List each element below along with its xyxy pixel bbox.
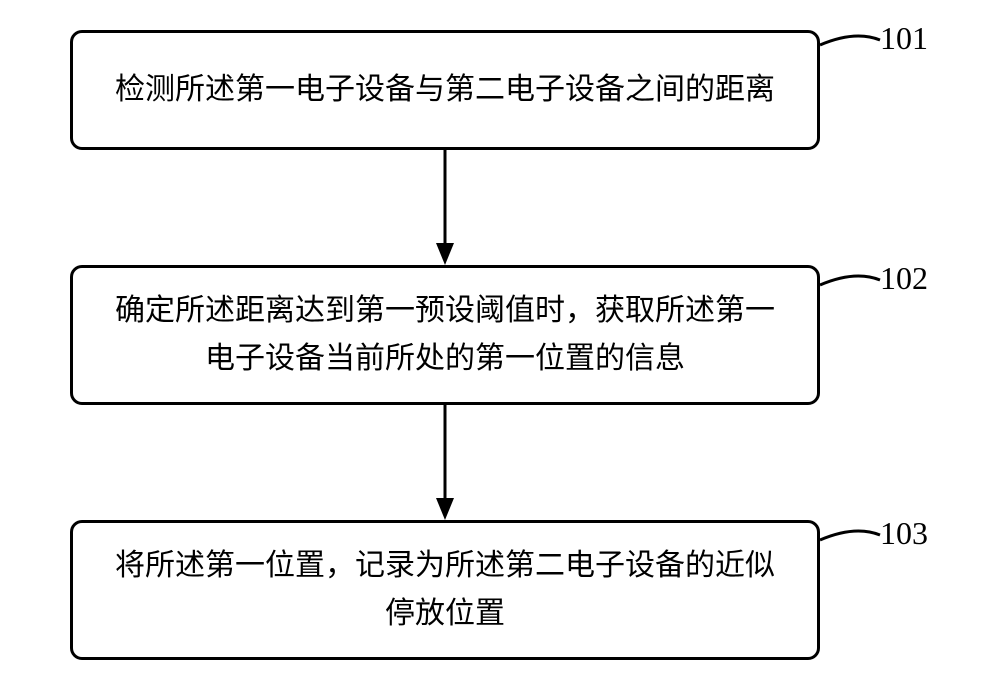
flow-arrow (0, 0, 1000, 697)
flowchart-canvas: 检测所述第一电子设备与第二电子设备之间的距离101确定所述距离达到第一预设阈值时… (0, 0, 1000, 697)
